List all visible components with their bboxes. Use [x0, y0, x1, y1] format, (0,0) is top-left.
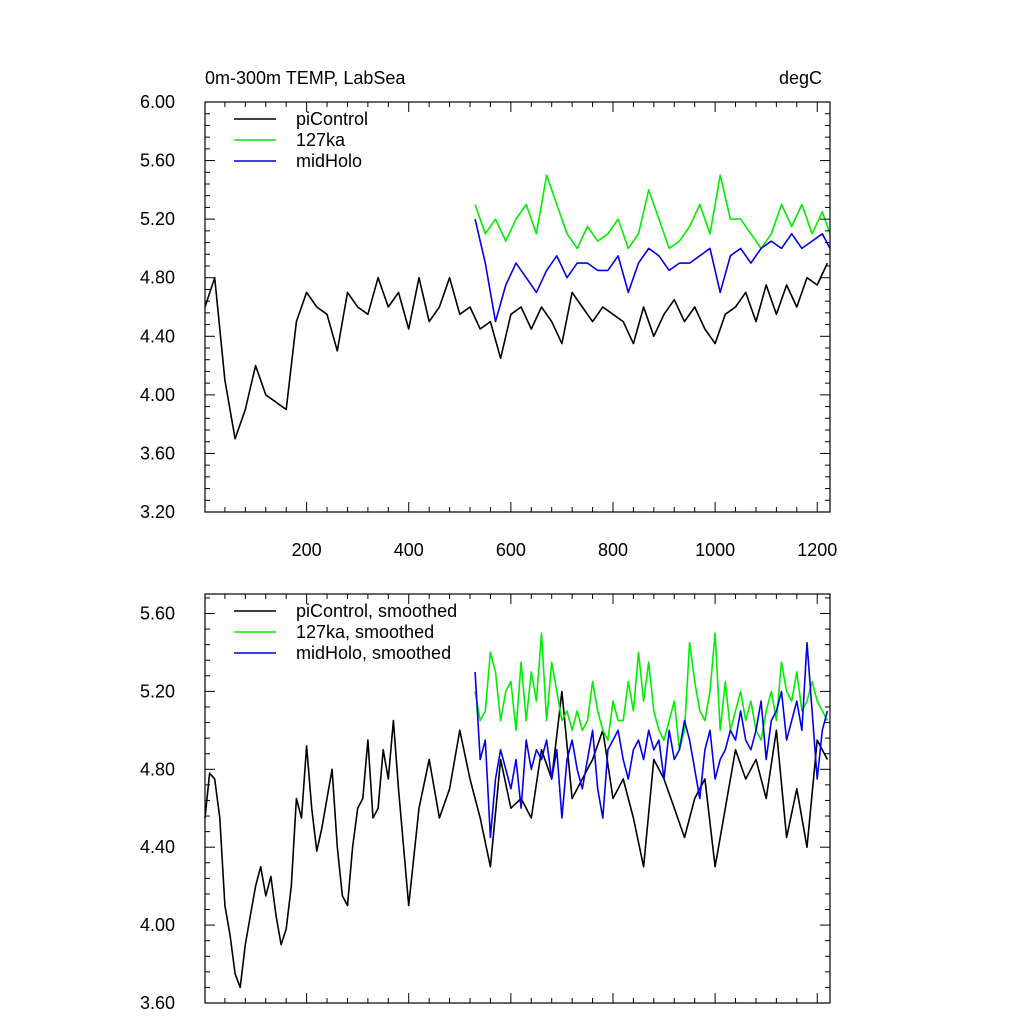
bottom-series-picontrol	[204, 690, 829, 989]
bottom-series-127ka	[474, 632, 829, 751]
top-legend-label: 127ka	[296, 130, 346, 150]
title-right: degC	[779, 68, 822, 88]
top-x-tick-label: 400	[394, 540, 424, 560]
bottom-y-tick-label: 4.40	[140, 837, 175, 857]
bottom-y-tick-label: 4.00	[140, 915, 175, 935]
top-y-tick-label: 6.00	[140, 92, 175, 112]
bottom-y-tick-label: 3.60	[140, 993, 175, 1013]
bottom-legend-label: midHolo, smoothed	[296, 643, 451, 663]
bottom-y-tick-label: 5.20	[140, 681, 175, 701]
bottom-y-tick-label: 4.80	[140, 759, 175, 779]
top-y-tick-label: 3.60	[140, 443, 175, 463]
top-y-tick-label: 5.60	[140, 151, 175, 171]
bottom-legend-label: 127ka, smoothed	[296, 622, 434, 642]
top-x-tick-label: 1200	[797, 540, 837, 560]
bottom-plot-frame	[204, 593, 831, 1004]
bottom-y-tick-label: 5.60	[140, 603, 175, 623]
top-x-tick-label: 200	[292, 540, 322, 560]
bottom-panel: 3.60 4.00 4.40 4.80 5.20 5.60 piControl, smoot…	[140, 593, 831, 1013]
top-plot-frame	[204, 101, 831, 513]
bottom-series-midholo	[474, 641, 829, 839]
top-x-tick-label: 800	[598, 540, 628, 560]
top-legend-label: piControl	[296, 109, 368, 129]
top-x-tick-label: 1000	[695, 540, 735, 560]
top-series-picontrol	[204, 262, 829, 440]
top-series-127ka	[474, 174, 831, 250]
top-legend-label: midHolo	[296, 151, 362, 171]
top-y-tick-label: 3.20	[140, 502, 175, 522]
top-y-tick-label: 4.80	[140, 268, 175, 288]
top-y-tick-label: 4.40	[140, 326, 175, 346]
top-panel: 200 400 600 800 1000 1200 3.20 3.60 4.00 4.40 4.80…	[140, 92, 837, 560]
top-series-midholo	[474, 218, 831, 323]
top-x-tick-label: 600	[496, 540, 526, 560]
top-y-tick-label: 5.20	[140, 209, 175, 229]
top-y-tick-label: 4.00	[140, 385, 175, 405]
bottom-legend-label: piControl, smoothed	[296, 601, 457, 621]
title-left: 0m-300m TEMP, LabSea	[205, 68, 406, 88]
